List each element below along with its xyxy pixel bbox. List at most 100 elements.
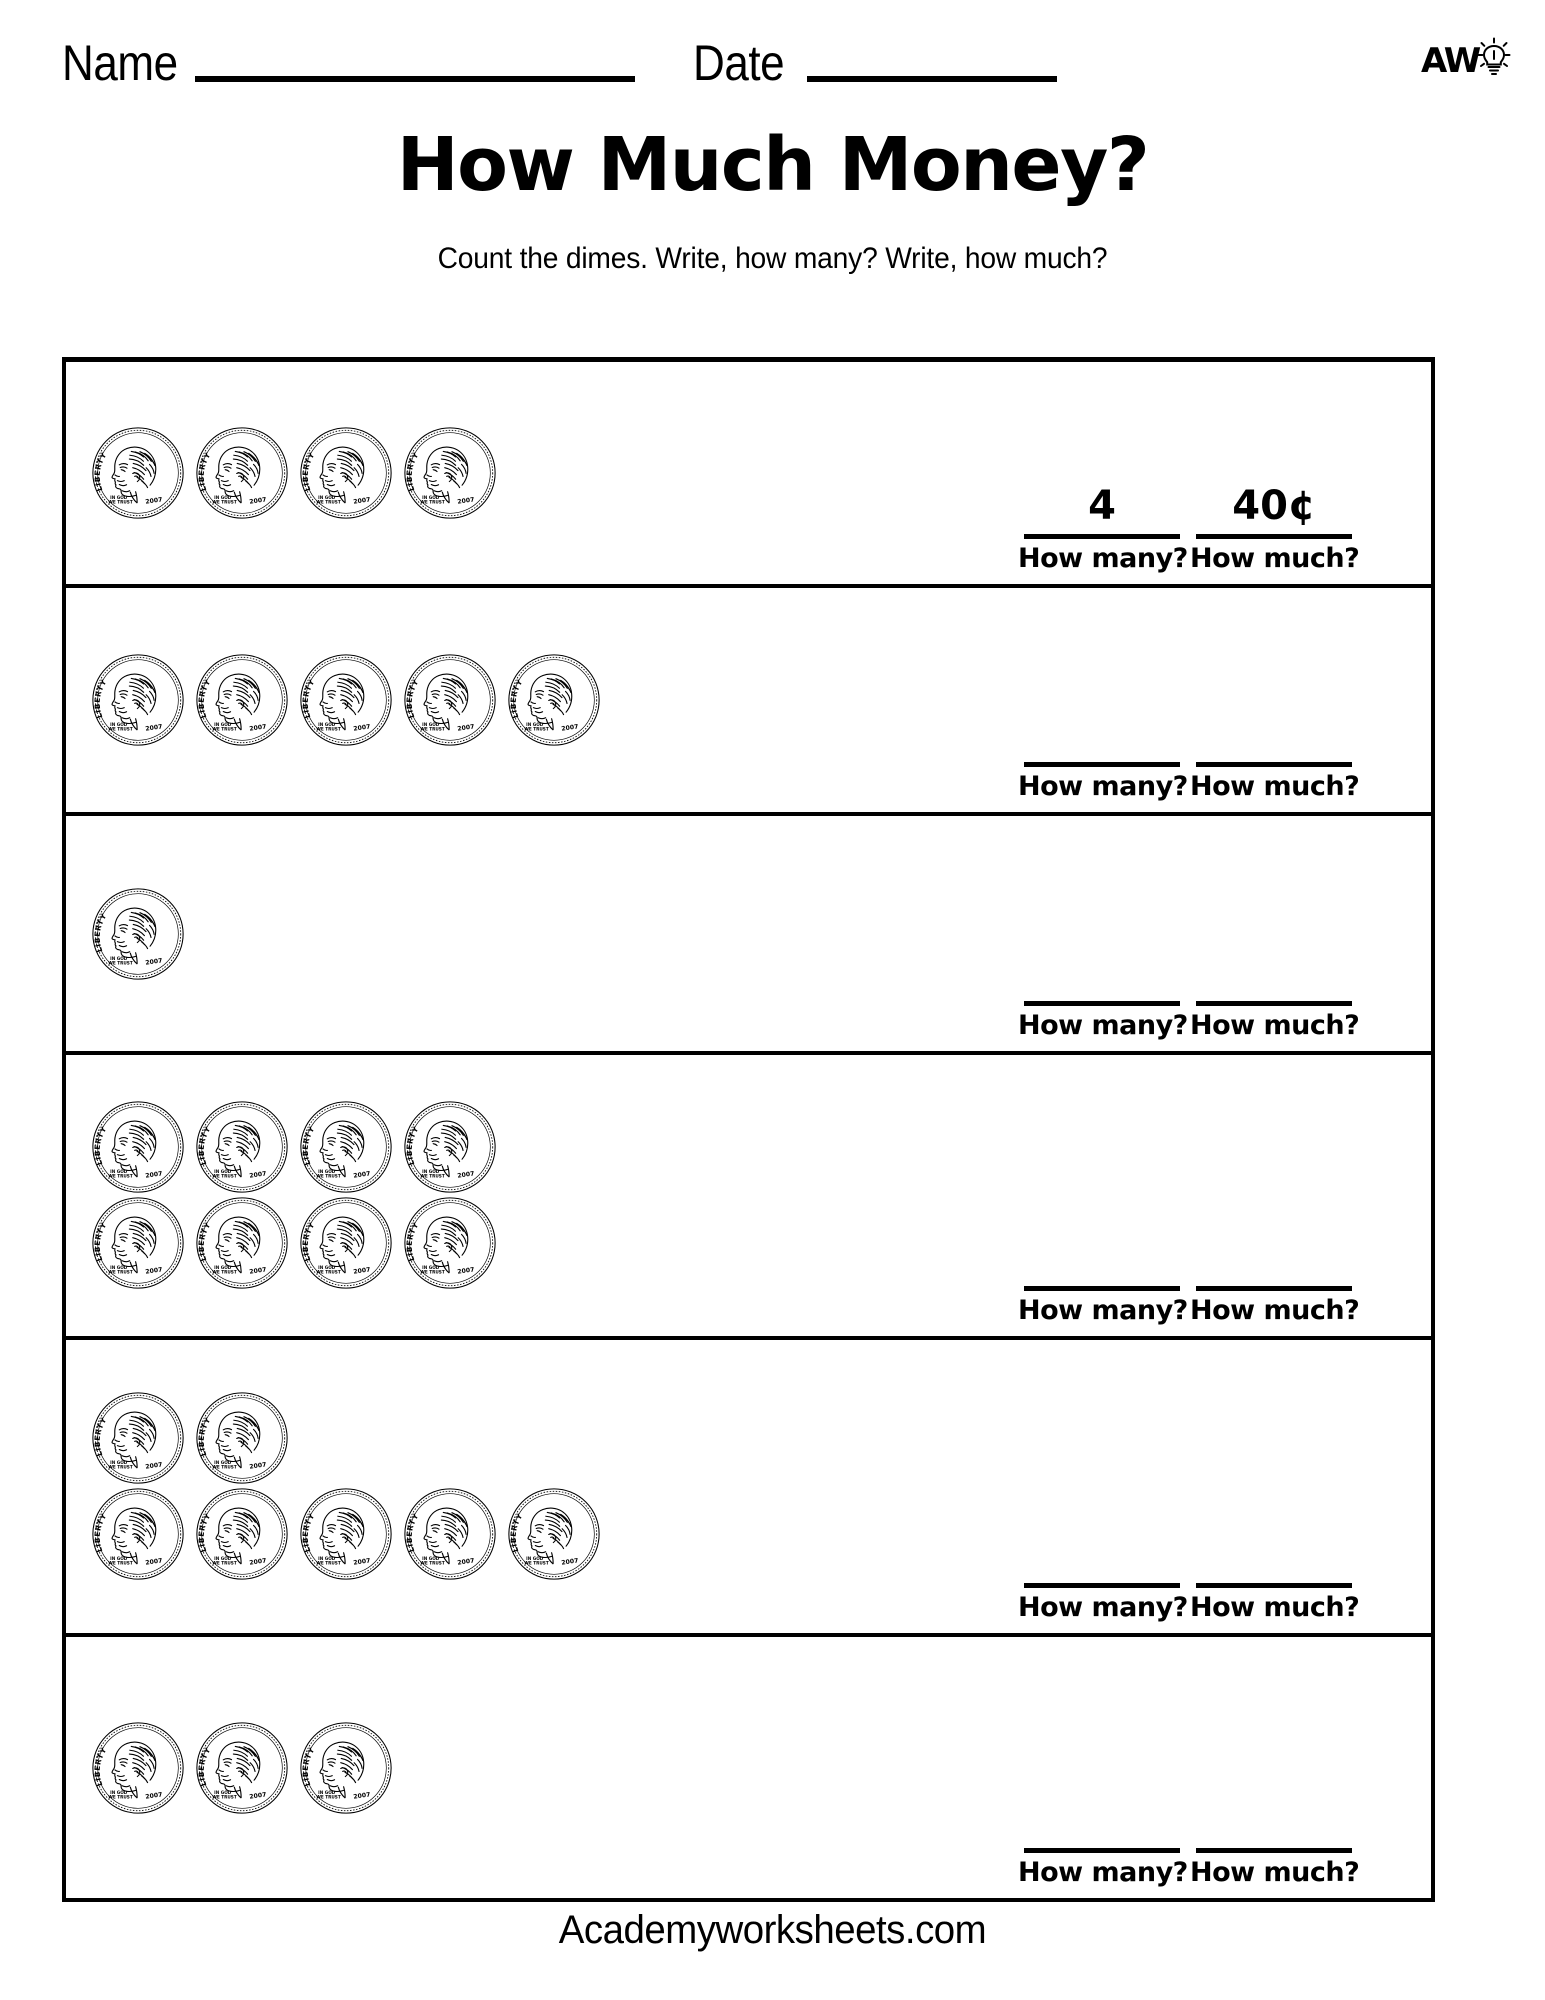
name-input-blank[interactable] [195,76,636,82]
svg-text:IN GOD: IN GOD [318,495,336,500]
problem-row: LIBERTY IN GOD WE TRUST 2007 [66,1637,1431,1898]
svg-text:LIBERTY: LIBERTY [93,1416,109,1458]
svg-text:WE TRUST: WE TRUST [420,1174,445,1179]
how-much-label: How much? [1190,1856,1360,1888]
how-much-answer-value: 40¢ [1232,482,1316,529]
dime-coin-icon: LIBERTY IN GOD WE TRUST 2007 [90,1720,186,1816]
svg-text:LIBERTY: LIBERTY [197,1125,213,1167]
coin-line: LIBERTY IN GOD WE TRUST 2007 [90,886,1016,982]
svg-text:IN GOD: IN GOD [318,1789,336,1794]
svg-text:IN GOD: IN GOD [214,722,232,727]
svg-text:IN GOD: IN GOD [422,495,440,500]
svg-text:LIBERTY: LIBERTY [509,1512,525,1554]
svg-text:2007: 2007 [457,1171,475,1180]
svg-text:LIBERTY: LIBERTY [197,1221,213,1263]
answer-column: How much? [1188,1234,1360,1326]
how-much-answer-blank[interactable] [1196,533,1352,539]
svg-text:IN GOD: IN GOD [526,1556,544,1561]
svg-text:IN GOD: IN GOD [214,1789,232,1794]
answer-area: How many? How much? [1016,1055,1431,1336]
answer-column: How much? [1188,949,1360,1041]
how-many-label: How many? [1018,1592,1188,1624]
dime-coin-icon: LIBERTY IN GOD WE TRUST 2007 [194,1099,290,1195]
coin-group: LIBERTY IN GOD WE TRUST 2007 [66,1637,1016,1898]
svg-text:IN GOD: IN GOD [110,722,128,727]
dime-coin-icon: LIBERTY IN GOD WE TRUST 2007 [402,1099,498,1195]
svg-text:2007: 2007 [145,957,163,966]
svg-text:IN GOD: IN GOD [422,1556,440,1561]
dime-coin-icon: LIBERTY IN GOD WE TRUST 2007 [194,1486,290,1582]
svg-text:2007: 2007 [457,496,475,505]
page-title: How Much Money? [396,122,1150,208]
dime-coin-icon: LIBERTY IN GOD WE TRUST 2007 [402,1195,498,1291]
how-many-answer-blank[interactable] [1024,1285,1180,1291]
how-much-answer-blank[interactable] [1196,1001,1352,1006]
dime-coin-icon: LIBERTY IN GOD WE TRUST 2007 [402,425,498,521]
dime-coin-icon: LIBERTY IN GOD WE TRUST 2007 [298,1195,394,1291]
svg-text:LIBERTY: LIBERTY [509,678,525,720]
svg-text:2007: 2007 [145,1267,163,1276]
svg-text:LIBERTY: LIBERTY [405,1125,421,1167]
how-much-answer-value [1190,1531,1358,1579]
answer-column: How many? [1016,1796,1188,1888]
how-much-label: How much? [1190,1294,1360,1326]
coin-line: LIBERTY IN GOD WE TRUST 2007 [90,1390,1016,1486]
svg-text:IN GOD: IN GOD [422,722,440,727]
problems-container: LIBERTY IN GOD WE TRUST 2007 [62,357,1435,1902]
how-many-answer-blank[interactable] [1024,533,1180,539]
how-much-answer-blank[interactable] [1196,1285,1352,1291]
how-many-answer-blank[interactable] [1024,1847,1180,1853]
dime-coin-icon: LIBERTY IN GOD WE TRUST 2007 [194,652,290,748]
problem-row: LIBERTY IN GOD WE TRUST 2007 [66,362,1431,588]
svg-text:WE TRUST: WE TRUST [212,500,237,505]
dime-coin-icon: LIBERTY IN GOD WE TRUST 2007 [402,652,498,748]
svg-text:WE TRUST: WE TRUST [316,1794,341,1799]
svg-text:IN GOD: IN GOD [422,1169,440,1174]
how-much-answer-blank[interactable] [1196,1583,1352,1589]
problem-row: LIBERTY IN GOD WE TRUST 2007 [66,1340,1431,1638]
site-footer: Academyworksheets.com [558,1908,987,1952]
svg-text:IN GOD: IN GOD [110,1169,128,1174]
svg-text:WE TRUST: WE TRUST [316,1561,341,1566]
svg-text:IN GOD: IN GOD [318,1265,336,1270]
svg-text:2007: 2007 [353,1171,371,1180]
answer-area: How many? How much? [1016,816,1431,1051]
svg-text:WE TRUST: WE TRUST [108,960,133,965]
worksheet-header: Name Date AW [0,0,1545,120]
svg-text:2007: 2007 [145,723,163,732]
svg-text:LIBERTY: LIBERTY [301,451,317,493]
how-many-label: How many? [1018,771,1188,803]
how-much-answer-blank[interactable] [1196,762,1352,768]
svg-text:WE TRUST: WE TRUST [524,727,549,732]
svg-text:WE TRUST: WE TRUST [524,1561,549,1566]
svg-text:IN GOD: IN GOD [110,495,128,500]
svg-text:LIBERTY: LIBERTY [301,1512,317,1554]
svg-text:WE TRUST: WE TRUST [420,1561,445,1566]
date-input-blank[interactable] [807,76,1057,82]
how-many-label: How many? [1018,1010,1188,1041]
how-much-label: How much? [1190,771,1360,803]
svg-text:IN GOD: IN GOD [318,722,336,727]
answer-column: 4 How many? [1016,482,1188,574]
svg-text:IN GOD: IN GOD [110,1265,128,1270]
svg-text:LIBERTY: LIBERTY [301,1745,317,1787]
how-many-answer-blank[interactable] [1024,762,1180,768]
how-many-answer-value [1018,1234,1186,1282]
how-much-answer-blank[interactable] [1196,1847,1352,1853]
dime-coin-icon: LIBERTY IN GOD WE TRUST 2007 [298,1486,394,1582]
date-label: Date [693,35,785,91]
svg-text:WE TRUST: WE TRUST [420,500,445,505]
svg-text:IN GOD: IN GOD [526,722,544,727]
how-many-answer-blank[interactable] [1024,1001,1180,1006]
coin-line: LIBERTY IN GOD WE TRUST 2007 [90,1486,1016,1582]
answer-column: How much? [1188,710,1360,802]
coin-line: LIBERTY IN GOD WE TRUST 2007 [90,1720,1016,1816]
answer-column: How many? [1016,1531,1188,1623]
answer-column: How many? [1016,710,1188,802]
how-many-answer-blank[interactable] [1024,1583,1180,1589]
svg-text:LIBERTY: LIBERTY [197,1416,213,1458]
how-many-answer-value [1018,949,1186,997]
svg-text:2007: 2007 [249,1267,267,1276]
svg-text:2007: 2007 [457,1267,475,1276]
dime-coin-icon: LIBERTY IN GOD WE TRUST 2007 [194,425,290,521]
